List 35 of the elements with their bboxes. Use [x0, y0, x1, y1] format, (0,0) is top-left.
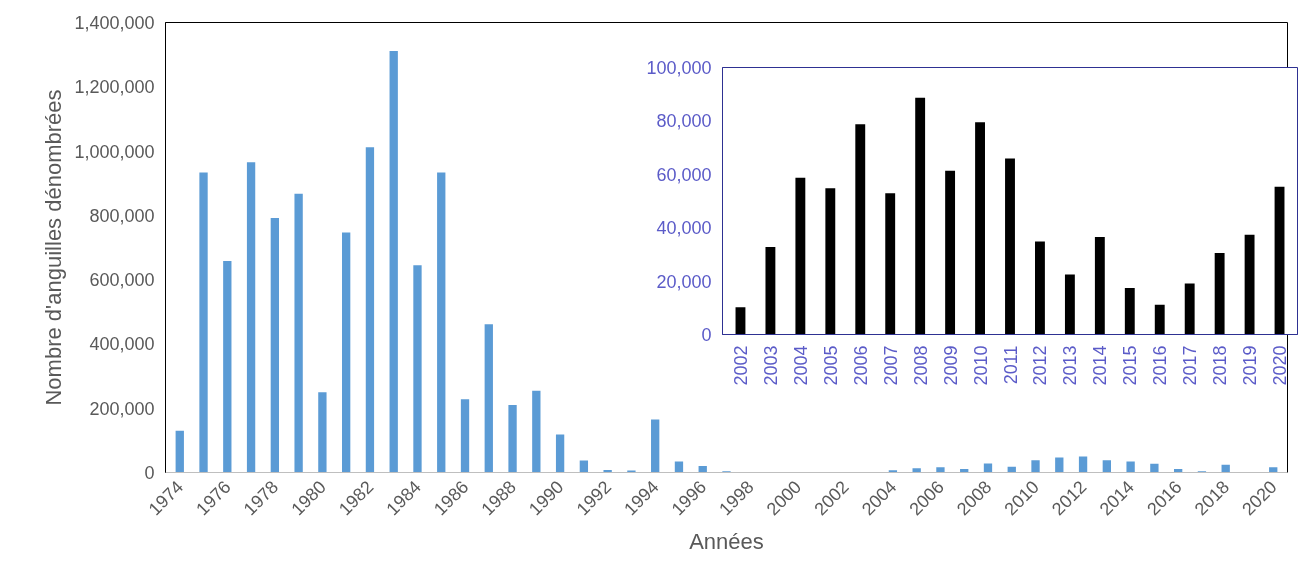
y-tick-label: 400,000	[89, 334, 155, 355]
y-tick-label: 60,000	[656, 164, 712, 185]
x-tick-label: 2003	[760, 345, 781, 386]
y-tick-label: 100,000	[646, 58, 712, 78]
x-tick-label: 2010	[970, 345, 991, 386]
x-tick-label: 2004	[790, 345, 811, 386]
x-tick-label: 2015	[1120, 345, 1141, 386]
y-axis-title: Nombre d'anguilles dénombrées	[41, 89, 67, 406]
y-tick-label: 800,000	[89, 205, 155, 226]
x-tick-label: 2005	[820, 345, 841, 386]
x-tick-label: 2016	[1150, 345, 1171, 386]
x-tick-label: 2011	[1000, 345, 1021, 385]
y-tick-label: 600,000	[89, 270, 155, 291]
x-tick-label: 2009	[940, 345, 961, 386]
x-tick-label: 2019	[1240, 345, 1261, 386]
y-tick-label: 200,000	[89, 398, 155, 419]
x-tick-label: 2007	[880, 345, 901, 386]
y-tick-label: 0	[701, 325, 712, 345]
x-tick-label: 2014	[1090, 345, 1111, 386]
x-tick-label: 2002	[730, 345, 751, 386]
x-tick-label: 2018	[1210, 345, 1231, 386]
y-tick-label: 0	[144, 463, 155, 483]
x-tick-label: 2012	[1030, 345, 1051, 386]
y-tick-label: 1,000,000	[74, 141, 155, 162]
x-tick-label: 2013	[1060, 345, 1081, 386]
x-tick-label: 2006	[850, 345, 871, 386]
y-tick-label: 1,400,000	[74, 13, 155, 33]
x-tick-label: 2008	[910, 345, 931, 386]
y-tick-label: 40,000	[656, 218, 712, 239]
y-tick-label: 1,200,000	[74, 77, 155, 98]
x-tick-label: 2020	[1270, 345, 1291, 386]
y-tick-label: 20,000	[656, 271, 712, 292]
x-tick-label: 2017	[1180, 345, 1201, 386]
x-axis-title: Années	[689, 529, 764, 555]
y-tick-label: 80,000	[656, 111, 712, 132]
